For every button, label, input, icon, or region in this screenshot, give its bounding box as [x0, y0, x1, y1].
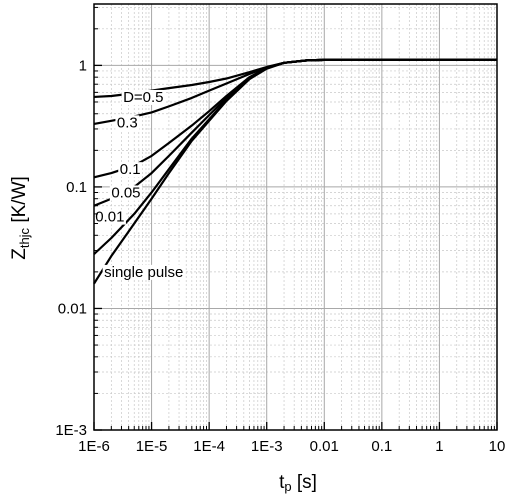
y-axis-title: Zthjc [K/W] [9, 176, 32, 260]
series-label-0-05: 0.05 [111, 184, 140, 201]
y-axis-title-main: Z [9, 248, 30, 260]
y-tick-label: 0.01 [58, 300, 87, 317]
series-label-single-pulse: single pulse [104, 264, 183, 281]
series-label-0-3: 0.3 [117, 114, 138, 131]
series-label-d-0-5: D=0.5 [123, 89, 163, 106]
x-tick-label: 0.01 [310, 438, 339, 455]
x-axis-title-main: t [279, 472, 285, 493]
series-label-background [118, 162, 143, 178]
x-axis-title-rest: [s] [292, 472, 317, 493]
series-label-background [109, 185, 143, 201]
minor-grid [94, 4, 497, 430]
plot-frame [93, 3, 498, 431]
x-tick-label: 1 [435, 438, 443, 455]
x-tick-label: 1E-4 [193, 438, 225, 455]
y-tick-label: 1 [79, 57, 87, 74]
x-axis-title: tp [s] [279, 472, 317, 494]
y-axis-title-sub: thjc [17, 227, 32, 248]
y-tick-label: 1E-3 [55, 422, 87, 439]
x-tick-label: 1E-6 [78, 438, 110, 455]
series-label-0-01: 0.01 [95, 209, 124, 226]
y-tick-label: 0.1 [66, 179, 87, 196]
annotation-layer: D=0.5 0.3 0.1 0.05 0.01 single pulse [93, 89, 185, 281]
series-label-background [102, 264, 185, 280]
x-tick-label: 0.1 [371, 438, 392, 455]
x-axis-title-sub: p [284, 479, 291, 494]
series-label-background [93, 209, 126, 225]
tick-labels: 1E-6 1E-5 1E-4 1E-3 0.01 0.1 1 10 1E-3 0.01 0.1 1 [55, 57, 505, 455]
series-label-background [115, 115, 140, 131]
series-label-background [121, 89, 166, 105]
x-tick-label: 10 [489, 438, 506, 455]
tick-layer [93, 6, 498, 431]
x-tick-label: 1E-5 [136, 438, 168, 455]
x-tick-label: 1E-3 [251, 438, 283, 455]
series-line-single-pulse [93, 58, 497, 285]
major-grid [94, 4, 497, 430]
y-axis-title-rest: [K/W] [9, 176, 30, 228]
series-label-0-1: 0.1 [120, 161, 141, 178]
